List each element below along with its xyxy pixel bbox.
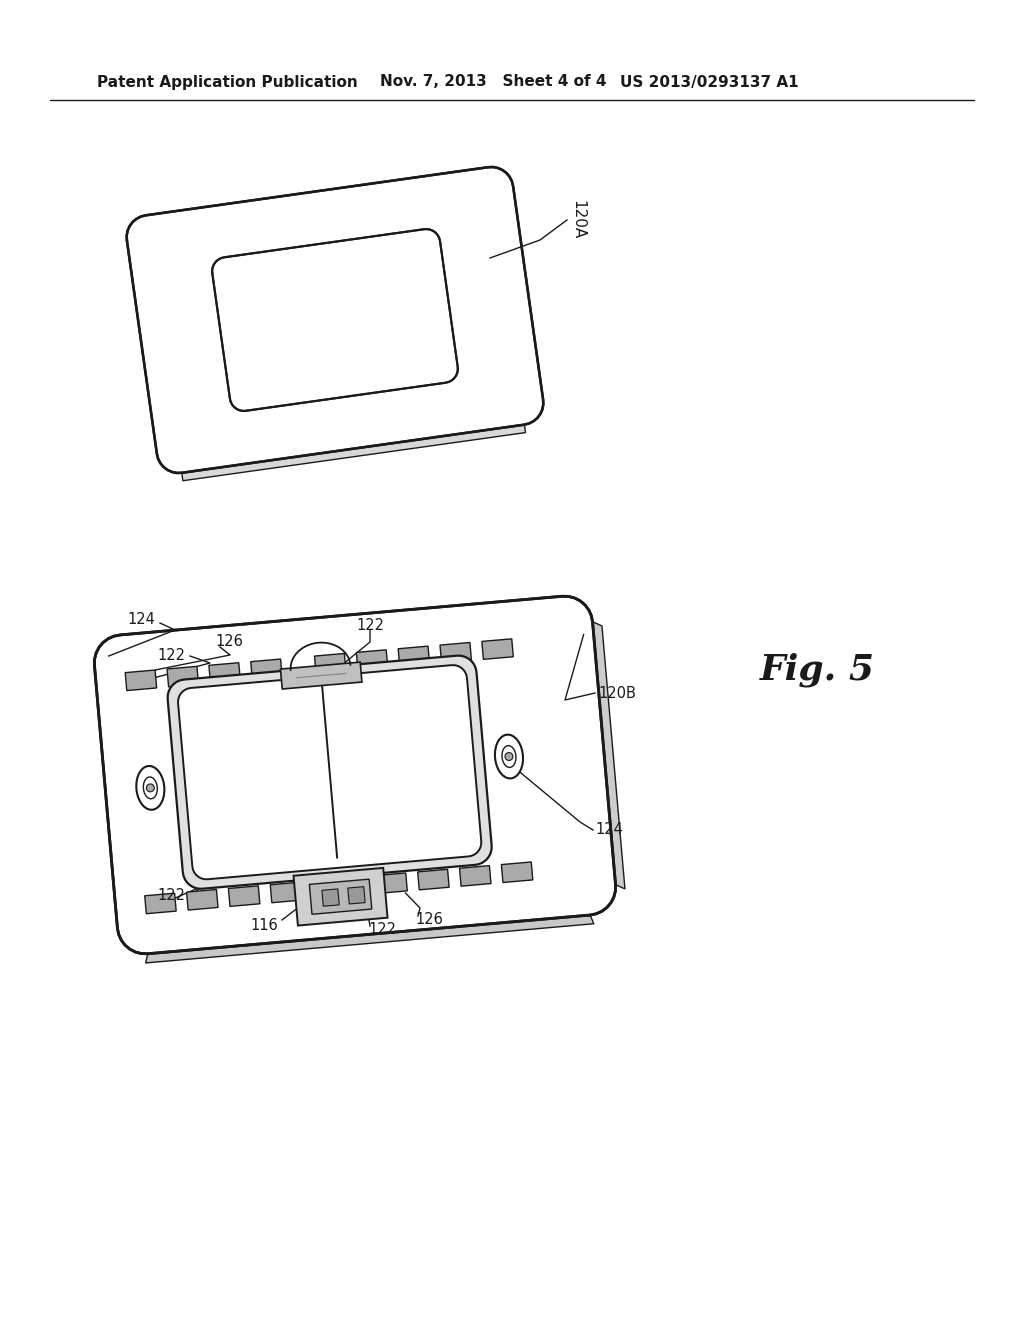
Text: Fig. 5: Fig. 5 (760, 653, 874, 688)
Text: 122: 122 (368, 923, 396, 937)
Text: 124: 124 (127, 612, 155, 627)
Text: 122: 122 (356, 618, 384, 632)
Polygon shape (334, 876, 366, 898)
Text: 126: 126 (415, 912, 442, 928)
Polygon shape (294, 867, 387, 925)
Text: 120A: 120A (570, 201, 585, 240)
Polygon shape (127, 168, 544, 473)
Polygon shape (125, 671, 157, 690)
Polygon shape (182, 425, 525, 480)
Polygon shape (482, 639, 513, 660)
Text: 126: 126 (215, 635, 243, 649)
Polygon shape (168, 656, 492, 888)
Polygon shape (143, 777, 158, 799)
Polygon shape (270, 882, 302, 903)
Text: Patent Application Publication: Patent Application Publication (97, 74, 357, 90)
Text: Nov. 7, 2013   Sheet 4 of 4: Nov. 7, 2013 Sheet 4 of 4 (380, 74, 606, 90)
Polygon shape (314, 653, 346, 675)
Polygon shape (356, 649, 388, 671)
Polygon shape (309, 879, 372, 915)
Polygon shape (186, 890, 218, 909)
Polygon shape (212, 230, 458, 411)
Polygon shape (136, 766, 165, 809)
Text: 116: 116 (250, 917, 278, 932)
Polygon shape (209, 663, 241, 684)
Text: 120B: 120B (598, 685, 636, 701)
Text: 124: 124 (595, 822, 623, 837)
Polygon shape (94, 597, 615, 954)
Polygon shape (281, 663, 361, 689)
Polygon shape (178, 665, 481, 879)
Polygon shape (440, 643, 471, 663)
Polygon shape (146, 784, 155, 792)
Polygon shape (502, 746, 516, 767)
Polygon shape (398, 647, 430, 667)
Polygon shape (505, 752, 513, 760)
Polygon shape (376, 873, 408, 894)
Polygon shape (145, 915, 594, 964)
Polygon shape (228, 886, 260, 907)
Polygon shape (251, 659, 283, 680)
Polygon shape (348, 887, 366, 904)
Polygon shape (167, 667, 199, 686)
Polygon shape (502, 862, 532, 883)
Polygon shape (322, 888, 339, 907)
Polygon shape (418, 870, 450, 890)
Polygon shape (144, 894, 176, 913)
Polygon shape (495, 734, 523, 779)
Text: 122: 122 (157, 648, 185, 663)
Text: 122: 122 (157, 887, 185, 903)
Polygon shape (593, 622, 625, 888)
Text: US 2013/0293137 A1: US 2013/0293137 A1 (620, 74, 799, 90)
Polygon shape (460, 866, 490, 886)
